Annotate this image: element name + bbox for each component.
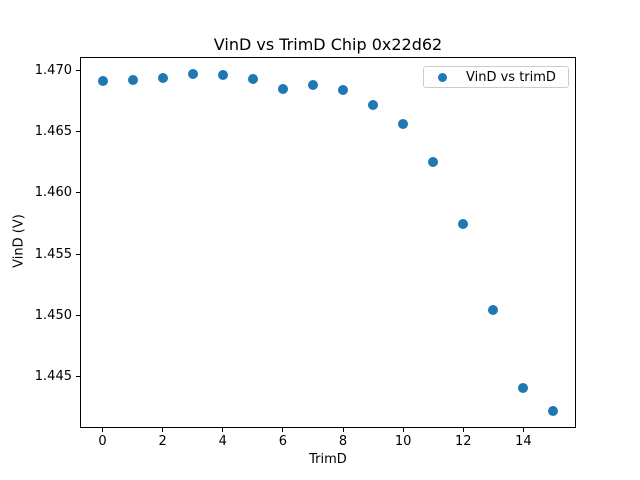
legend-marker-icon	[438, 72, 447, 82]
data-point	[338, 85, 349, 96]
y-tick-mark	[76, 253, 80, 255]
legend: VinD vs trimD	[423, 66, 569, 88]
x-tick-label: 14	[515, 434, 532, 449]
y-axis-label: VinD (V)	[11, 214, 27, 268]
y-tick-mark	[76, 192, 80, 194]
data-point	[247, 74, 258, 85]
x-tick-label: 0	[98, 434, 107, 449]
y-tick-mark	[76, 314, 80, 316]
y-tick-mark	[76, 131, 80, 133]
x-tick-mark	[342, 428, 344, 432]
data-point	[488, 305, 499, 316]
data-point	[518, 382, 529, 393]
x-tick-mark	[462, 428, 464, 432]
y-tick-label: 1.465	[34, 124, 72, 140]
x-tick-mark	[222, 428, 224, 432]
plot-area	[80, 57, 576, 428]
x-tick-label: 10	[394, 434, 412, 449]
x-tick-label: 8	[338, 434, 348, 449]
y-tick-label: 1.460	[34, 185, 72, 201]
x-tick-label: 6	[278, 434, 288, 449]
data-point	[307, 80, 318, 91]
data-point	[217, 70, 228, 81]
data-point	[277, 83, 288, 94]
data-point	[127, 75, 138, 86]
data-point	[187, 69, 198, 80]
data-point	[97, 76, 108, 87]
x-tick-mark	[102, 428, 104, 432]
chart-title: VinD vs TrimD Chip 0x22d62	[213, 35, 443, 54]
y-tick-mark	[76, 69, 80, 71]
x-tick-label: 12	[454, 434, 472, 449]
data-point	[368, 99, 379, 110]
data-point	[157, 72, 168, 83]
data-point	[548, 405, 559, 416]
data-point	[458, 218, 469, 229]
x-axis-label: TrimD	[309, 452, 347, 467]
x-tick-mark	[162, 428, 164, 432]
y-tick-label: 1.445	[34, 369, 72, 385]
y-tick-label: 1.470	[34, 62, 72, 78]
x-tick-mark	[402, 428, 404, 432]
x-tick-label: 2	[158, 434, 167, 449]
y-tick-label: 1.450	[34, 307, 72, 323]
data-point	[398, 119, 409, 130]
x-tick-label: 4	[218, 434, 227, 449]
y-tick-label: 1.455	[34, 246, 72, 262]
legend-label: VinD vs trimD	[466, 69, 556, 85]
data-point	[428, 157, 439, 168]
x-tick-mark	[522, 428, 524, 432]
y-tick-mark	[76, 376, 80, 378]
x-tick-mark	[282, 428, 284, 432]
